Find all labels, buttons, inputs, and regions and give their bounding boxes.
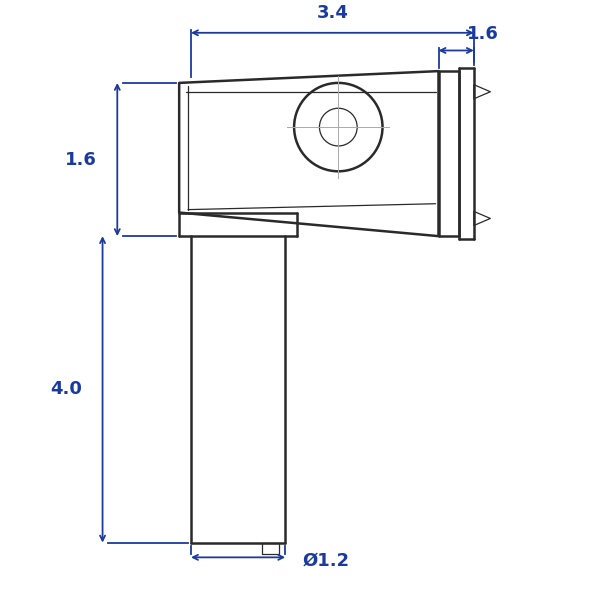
Text: Ø1.2: Ø1.2	[303, 551, 350, 569]
Text: 3.4: 3.4	[316, 4, 349, 22]
Text: 1.6: 1.6	[65, 151, 97, 169]
Text: 1.6: 1.6	[467, 25, 499, 43]
Text: 4.0: 4.0	[50, 380, 82, 398]
